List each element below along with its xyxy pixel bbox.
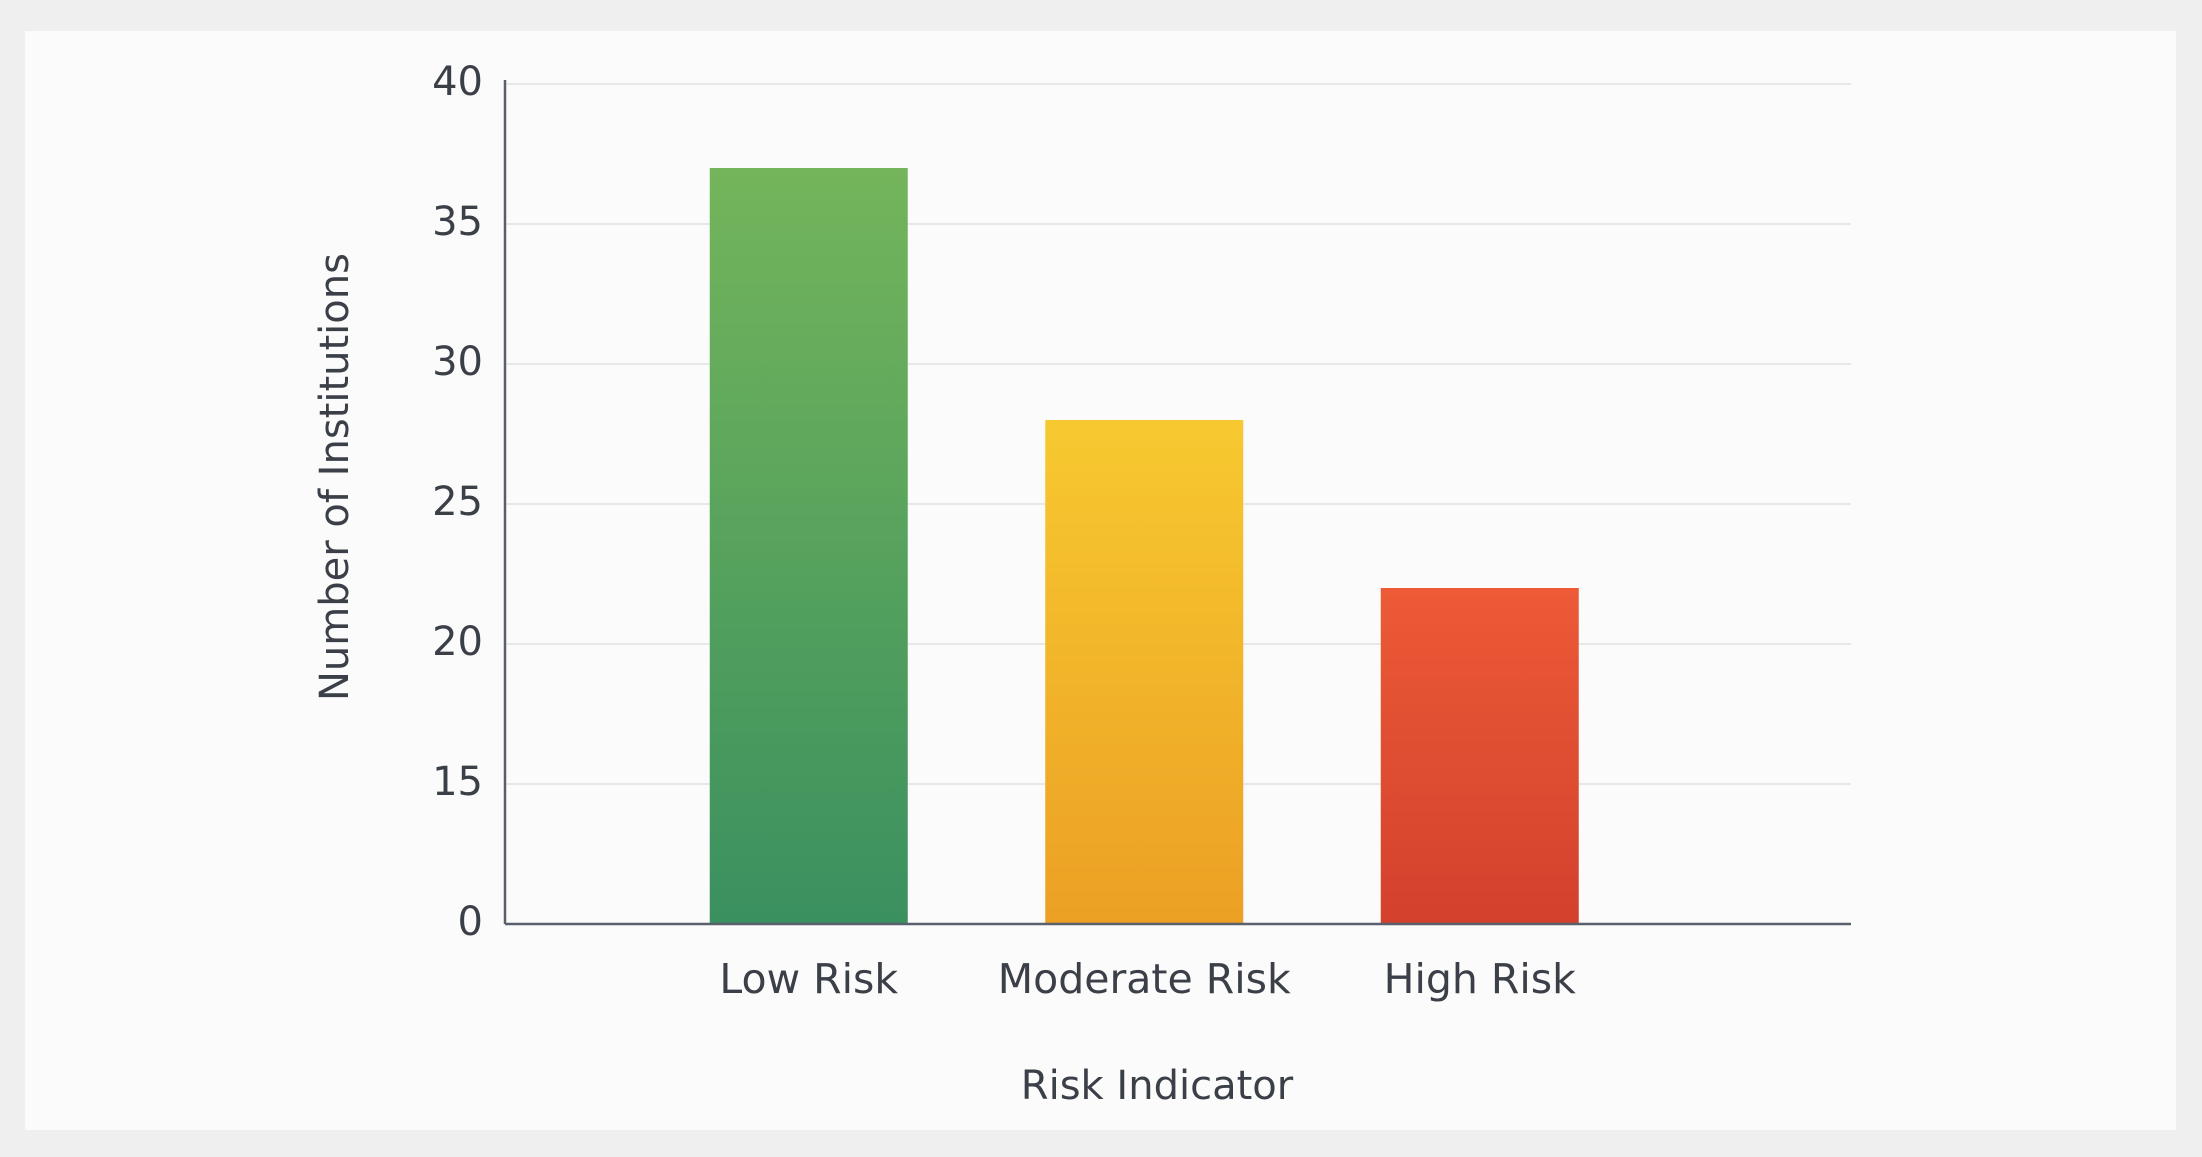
y-tick-label: 30 <box>432 339 483 385</box>
y-tick-label: 15 <box>432 759 483 805</box>
y-axis-title: Number of Institutions <box>312 253 358 701</box>
x-tick-label: High Risk <box>1384 955 1577 1003</box>
bar <box>1380 588 1579 924</box>
y-tick-label: 40 <box>432 59 483 105</box>
x-tick-label: Moderate Risk <box>998 955 1291 1003</box>
bar <box>1045 420 1244 924</box>
y-tick-label: 25 <box>432 479 483 525</box>
bar <box>709 168 908 924</box>
x-axis-title: Risk Indicator <box>1021 1063 1294 1109</box>
y-tick-label: 20 <box>432 619 483 665</box>
x-tick-label: Low Risk <box>719 955 898 1003</box>
y-tick-label: 35 <box>432 199 483 245</box>
y-tick-label: 0 <box>458 899 483 945</box>
